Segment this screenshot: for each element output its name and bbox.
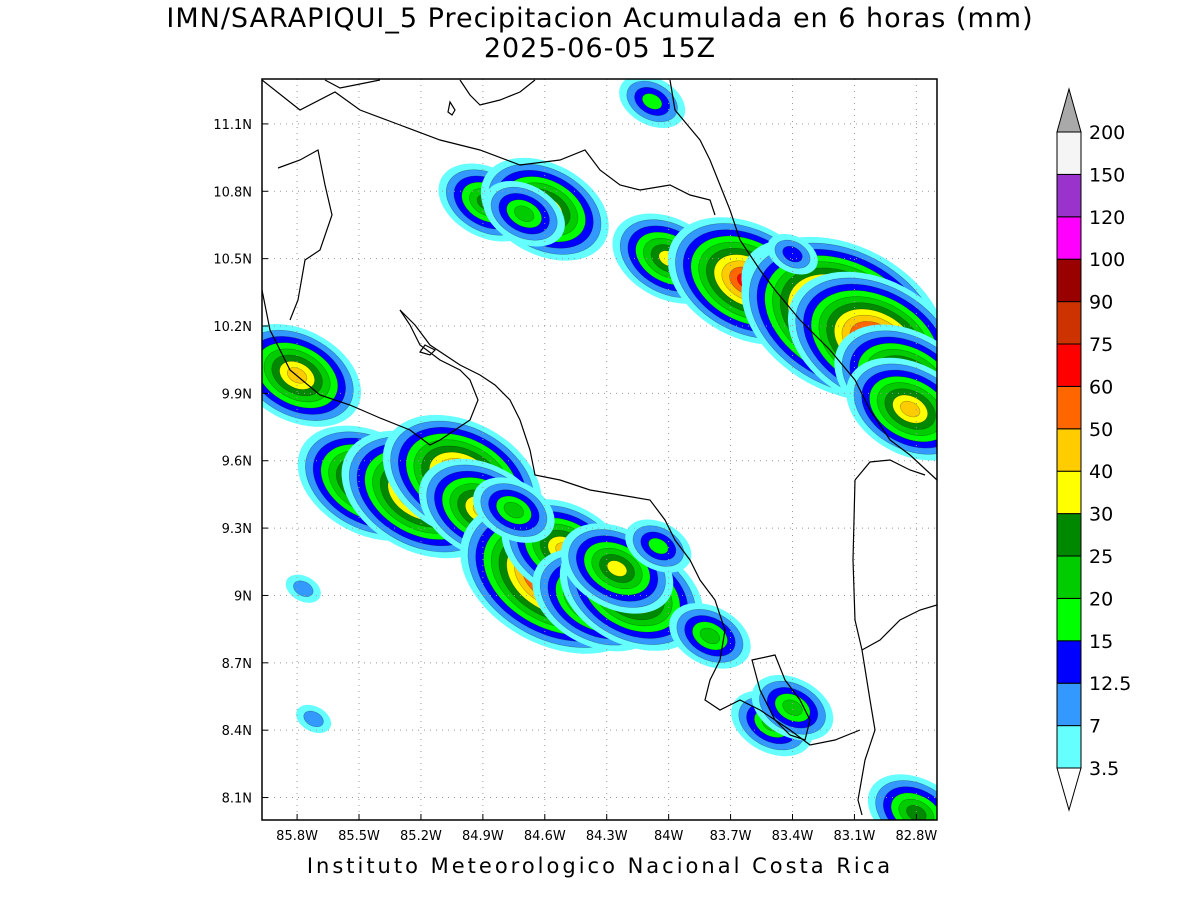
lat-tick-label: 10.2N xyxy=(213,320,252,335)
colorbar-swatch xyxy=(1056,385,1082,430)
chart-subtitle: 2025-06-05 15Z xyxy=(483,33,717,64)
rain-contour xyxy=(514,205,535,222)
rain-contour xyxy=(293,580,314,597)
colorbar-label: 120 xyxy=(1089,207,1125,229)
lat-tick-label: 9.9N xyxy=(222,387,252,402)
colorbar-over-arrow xyxy=(1056,87,1082,133)
lon-tick-label: 83.4W xyxy=(772,829,814,844)
rain-contour xyxy=(782,699,803,716)
colorbar-label: 150 xyxy=(1089,164,1125,186)
colorbar-label: 12.5 xyxy=(1089,673,1131,695)
colorbar-label: 100 xyxy=(1089,249,1125,271)
rain-contour xyxy=(900,400,921,418)
lat-tick-label: 11.1N xyxy=(213,118,252,133)
rain-contour xyxy=(606,560,628,577)
colorbar-label: 60 xyxy=(1089,376,1113,398)
pacific-coast-guanacaste xyxy=(262,289,479,446)
lon-tick-label: 85.8W xyxy=(276,829,318,844)
panama-coast xyxy=(861,604,937,651)
colorbar-swatch xyxy=(1056,597,1082,642)
colorbar-label: 200 xyxy=(1089,122,1125,144)
nicoya-island xyxy=(419,344,437,356)
lon-tick-label: 82.8W xyxy=(895,829,937,844)
colorbar-swatch xyxy=(1056,725,1082,769)
colorbar-label: 40 xyxy=(1089,461,1113,483)
rain-layer xyxy=(262,79,937,820)
rain-contour xyxy=(303,710,324,728)
lon-tick-label: 84.9W xyxy=(462,829,504,844)
lat-tick-label: 8.1N xyxy=(222,792,252,807)
coastline-layer xyxy=(262,79,937,816)
lon-tick-label: 84.6W xyxy=(524,829,566,844)
map-frame xyxy=(261,78,938,821)
lat-tick-label: 10.5N xyxy=(213,253,252,268)
colorbar-swatch xyxy=(1056,343,1082,387)
lat-tick-label: 9N xyxy=(234,589,252,604)
lon-tick-label: 84.3W xyxy=(586,829,628,844)
chart-title: IMN/SARAPIQUI_5 Precipitacion Acumulada … xyxy=(166,3,1034,34)
rain-contour xyxy=(782,245,803,263)
gulf-nicoya-coast xyxy=(399,309,861,746)
lat-tick-label: 8.7N xyxy=(222,657,252,672)
lake-island xyxy=(447,100,456,116)
axis-layer: 85.8W 85.5W 85.2W 84.9W 84.6W 84.3W 84W 83.7W 83… xyxy=(213,118,937,844)
lon-tick-label: 85.2W xyxy=(400,829,442,844)
colorbar-label: 30 xyxy=(1089,504,1113,526)
colorbar-label: 15 xyxy=(1089,631,1113,653)
lon-tick-label: 83.7W xyxy=(710,829,752,844)
colorbar: 3.5 7 12.5 15 20 25 30 40 50 60 75 90 100 120 150 200 xyxy=(1056,87,1131,812)
osa-peninsula xyxy=(751,654,811,741)
colorbar-swatch xyxy=(1056,470,1082,515)
nicaragua-border xyxy=(277,149,333,321)
rain-contour xyxy=(642,93,663,110)
colorbar-swatch xyxy=(1056,131,1082,175)
rain-contour xyxy=(648,537,669,555)
footer-credit: Instituto Meteorologico Nacional Costa R… xyxy=(306,854,894,878)
lake-shore-north xyxy=(324,79,381,89)
colorbar-swatch xyxy=(1056,640,1082,684)
colorbar-label: 20 xyxy=(1089,588,1113,610)
colorbar-label: 75 xyxy=(1089,334,1113,356)
lon-tick-label: 84W xyxy=(654,829,684,844)
caribbean-coast-north xyxy=(669,79,776,291)
colorbar-label: 25 xyxy=(1089,546,1113,568)
lon-tick-label: 83.1W xyxy=(834,829,876,844)
colorbar-swatch xyxy=(1056,216,1082,260)
rain-contour xyxy=(699,627,721,645)
colorbar-swatch xyxy=(1056,258,1082,303)
lon-tick-label: 85.5W xyxy=(338,829,380,844)
colorbar-label: 50 xyxy=(1089,419,1113,441)
lake-nicaragua-shore xyxy=(262,79,641,191)
colorbar-swatch xyxy=(1056,428,1082,472)
colorbar-swatch xyxy=(1056,173,1082,218)
lake-shore-east xyxy=(459,79,536,106)
colorbar-label: 90 xyxy=(1089,292,1113,314)
nicaragua-border-2 xyxy=(639,184,716,216)
colorbar-swatch xyxy=(1056,682,1082,727)
lat-tick-label: 9.6N xyxy=(222,455,252,470)
colorbar-under-arrow xyxy=(1056,767,1082,812)
colorbar-label: 7 xyxy=(1089,716,1101,738)
rain-contour xyxy=(503,501,524,519)
panama-border xyxy=(852,459,926,816)
lat-tick-label: 9.3N xyxy=(222,522,252,537)
colorbar-label: 3.5 xyxy=(1089,758,1119,780)
lat-tick-label: 10.8N xyxy=(213,185,252,200)
lat-tick-label: 8.4N xyxy=(222,724,252,739)
colorbar-swatch xyxy=(1056,555,1082,599)
caribbean-coast-south xyxy=(774,289,937,481)
colorbar-swatch xyxy=(1056,301,1082,345)
colorbar-swatch xyxy=(1056,513,1082,557)
